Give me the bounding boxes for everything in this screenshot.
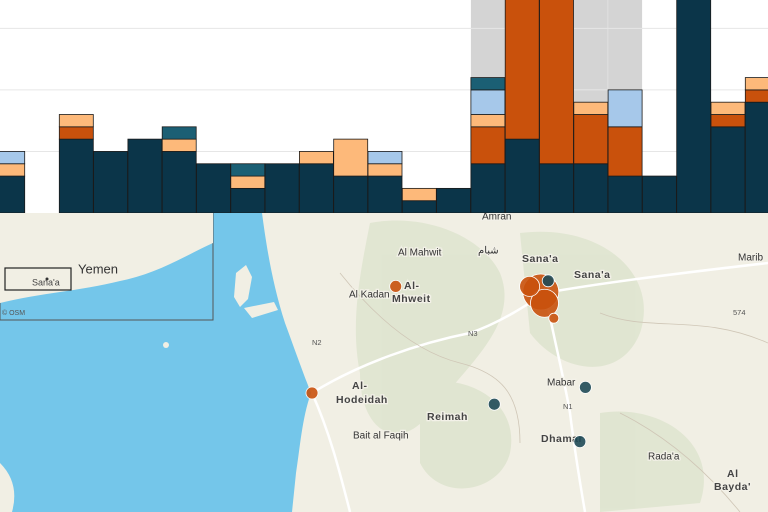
bar-segment xyxy=(367,163,403,177)
region-label: Hodeidah xyxy=(336,394,388,406)
map-point xyxy=(573,435,587,449)
map-point xyxy=(541,274,555,288)
road-label: N1 xyxy=(563,402,573,411)
region-label: Mhweit xyxy=(392,293,431,305)
road-label: N2 xyxy=(312,338,322,347)
region-label: Al xyxy=(727,468,739,480)
region-label: Bayda' xyxy=(714,481,751,493)
bar-segment xyxy=(161,138,197,152)
country-label: Yemen xyxy=(78,261,118,276)
bar-segment xyxy=(470,114,506,128)
bar-segment xyxy=(401,187,437,202)
map-point xyxy=(519,276,541,297)
map-point xyxy=(530,288,559,318)
map-point xyxy=(305,386,319,400)
bar-segment xyxy=(470,77,506,91)
bar-segment xyxy=(676,0,712,213)
inset-label: Sana'a xyxy=(32,277,60,287)
bar-segment xyxy=(333,138,369,177)
inset-map xyxy=(0,213,214,321)
bar-segment xyxy=(93,151,128,213)
place-label: Rada'a xyxy=(648,452,680,463)
bar-segment xyxy=(0,151,26,165)
attribution: © OSM xyxy=(2,309,25,317)
bar-segment xyxy=(504,138,540,213)
region-label: Al- xyxy=(404,280,420,292)
bar-segment xyxy=(607,175,643,213)
bar-segment xyxy=(0,163,26,177)
region-label: Reimah xyxy=(427,411,468,423)
place-label: Bait al Faqih xyxy=(353,431,409,442)
bar-segment xyxy=(436,187,472,213)
bar-segment xyxy=(298,151,334,165)
road-label: N3 xyxy=(468,329,478,338)
plot-area xyxy=(0,0,768,213)
region-label: Sana'a xyxy=(574,269,610,281)
bar-segment xyxy=(539,163,574,213)
bar-segment xyxy=(470,89,506,115)
bar-segment xyxy=(58,138,94,213)
terrain xyxy=(355,220,704,512)
bar-segment xyxy=(573,101,609,115)
bar-segment xyxy=(744,101,768,213)
region-label: Al- xyxy=(352,380,368,392)
map-point xyxy=(548,312,560,324)
place-label: Amran xyxy=(482,213,511,223)
bar-segment xyxy=(161,151,197,213)
bar-segment xyxy=(539,0,574,165)
bar-segment xyxy=(264,163,300,213)
bar-segment xyxy=(401,200,437,213)
place-label: Mabar xyxy=(547,378,576,389)
bar-segment xyxy=(710,114,746,128)
island xyxy=(244,302,278,318)
map-point xyxy=(389,280,403,293)
bar-segment xyxy=(573,163,609,213)
map-labels: Amran شبام Al Mahwit Sana'a Sana'a Al Ka… xyxy=(2,213,765,494)
boundaries xyxy=(339,272,768,512)
bar-chart xyxy=(0,0,768,213)
island xyxy=(163,342,169,348)
bar-segment xyxy=(470,126,506,165)
bar-segment xyxy=(744,89,768,103)
place-label: Marib xyxy=(738,253,763,264)
place-label: Al Mahwit xyxy=(398,248,442,259)
road-label: 574 xyxy=(733,308,746,317)
bar-segment xyxy=(230,175,266,189)
bar-segment xyxy=(607,89,643,128)
bar-segment xyxy=(367,175,403,213)
bar-segment xyxy=(642,175,677,213)
map-point xyxy=(579,380,592,394)
bar-segment xyxy=(230,163,266,177)
map-point xyxy=(487,397,501,411)
bar-segment xyxy=(710,101,746,115)
bar-segment xyxy=(298,163,334,213)
bar-segment xyxy=(0,175,26,213)
bar-segment xyxy=(573,114,609,165)
place-label: شبام xyxy=(478,246,499,257)
place-label: Sana'a xyxy=(522,253,558,265)
bar-segment xyxy=(230,187,266,213)
map: Amran شبام Al Mahwit Sana'a Sana'a Al Ka… xyxy=(0,213,768,512)
roads xyxy=(310,261,768,512)
map-points xyxy=(305,273,592,449)
bar-segment xyxy=(58,114,94,128)
bar-segment xyxy=(504,0,540,140)
region-label: Dhamar xyxy=(541,433,583,445)
bar-segment xyxy=(470,163,506,213)
bar-segment xyxy=(367,151,403,165)
coast xyxy=(0,463,15,512)
place-label: Al Kadan xyxy=(349,290,390,301)
bar-segment xyxy=(196,163,231,213)
bar-segment xyxy=(607,126,643,177)
bar-segment xyxy=(161,126,197,140)
bar-segment xyxy=(127,138,163,213)
bar-segment xyxy=(58,126,94,140)
bar-segment xyxy=(744,77,768,91)
bar-segment xyxy=(333,175,369,213)
bar-segment xyxy=(710,126,746,213)
island xyxy=(234,265,252,307)
